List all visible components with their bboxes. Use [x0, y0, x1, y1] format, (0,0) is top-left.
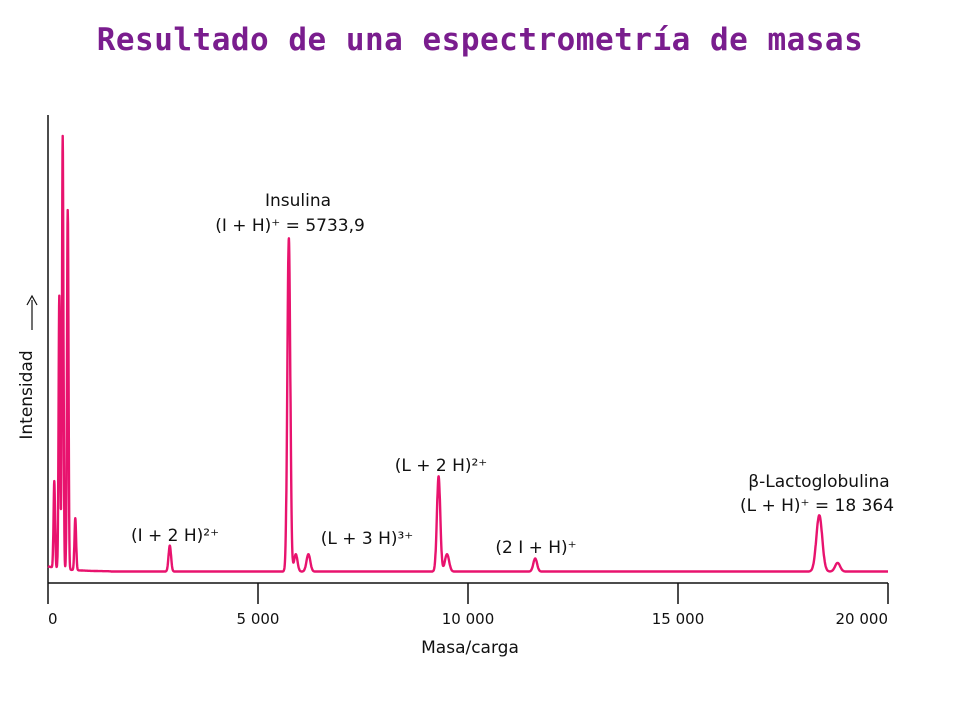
annotation-insulina-value: (I + H)⁺ = 5733,9 — [215, 216, 365, 236]
x-tick-label: 10 000 — [442, 610, 495, 628]
slide-title: Resultado de una espectrometría de masas — [96, 22, 864, 58]
annotation-i-2h: (I + 2 H)²⁺ — [131, 526, 219, 546]
annotation-l-3h: (L + 3 H)³⁺ — [321, 529, 414, 549]
x-tick-label: 15 000 — [652, 610, 705, 628]
y-axis-label-group: Intensidad — [17, 294, 38, 440]
x-tick-label: 20 000 — [836, 610, 889, 628]
annotation-insulina-name: Insulina — [265, 191, 331, 211]
annotation-lacto-value: (L + H)⁺ = 18 364 — [740, 496, 894, 516]
arrow-up-icon — [26, 294, 38, 306]
annotation-lacto-name: β-Lactoglobulina — [748, 472, 889, 492]
x-tick-label: 0 — [48, 610, 58, 628]
annotation-l-2h: (L + 2 H)²⁺ — [395, 456, 488, 476]
annotation-2i-h: (2 I + H)⁺ — [495, 538, 576, 558]
spectrum-line — [47, 134, 889, 573]
y-axis-label: Intensidad — [17, 350, 37, 439]
x-tick-label: 5 000 — [237, 610, 280, 628]
x-axis-label: Masa/carga — [421, 638, 519, 658]
